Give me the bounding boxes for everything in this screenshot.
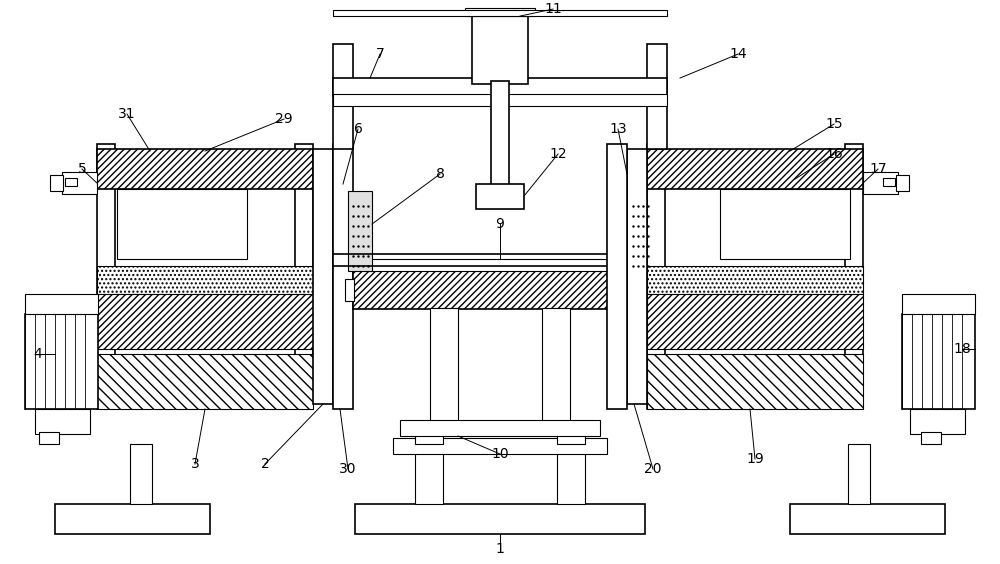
Bar bbox=[646, 279, 655, 301]
Bar bbox=[62, 172, 97, 194]
Bar bbox=[25, 294, 98, 314]
Bar bbox=[355, 504, 645, 534]
Bar bbox=[333, 144, 353, 409]
Text: 17: 17 bbox=[869, 162, 887, 176]
Text: 13: 13 bbox=[609, 122, 627, 136]
Text: 11: 11 bbox=[544, 2, 562, 16]
Bar bbox=[97, 266, 313, 294]
Bar bbox=[647, 144, 665, 409]
Bar bbox=[628, 191, 652, 271]
Bar bbox=[97, 294, 313, 349]
Bar bbox=[430, 308, 458, 426]
Bar bbox=[465, 8, 535, 16]
Bar bbox=[345, 279, 354, 301]
Bar bbox=[39, 432, 59, 444]
Bar bbox=[65, 178, 77, 186]
Text: 15: 15 bbox=[825, 117, 843, 131]
Bar bbox=[97, 354, 313, 409]
Bar bbox=[647, 44, 667, 149]
Bar bbox=[55, 504, 210, 534]
Text: 10: 10 bbox=[491, 447, 509, 461]
Text: 18: 18 bbox=[953, 342, 971, 356]
Text: 3: 3 bbox=[191, 457, 199, 471]
Text: 12: 12 bbox=[549, 147, 567, 161]
Text: 5: 5 bbox=[78, 162, 86, 176]
Bar bbox=[333, 10, 667, 16]
Bar bbox=[333, 44, 353, 149]
Text: 29: 29 bbox=[275, 112, 293, 126]
Bar bbox=[415, 426, 443, 444]
Bar bbox=[790, 504, 945, 534]
Text: 30: 30 bbox=[339, 462, 357, 476]
Bar bbox=[97, 144, 115, 409]
Bar bbox=[130, 444, 152, 504]
Bar bbox=[902, 314, 975, 409]
Bar bbox=[647, 354, 863, 409]
Bar bbox=[35, 409, 90, 434]
Bar bbox=[720, 189, 850, 259]
Bar bbox=[896, 175, 909, 191]
Bar bbox=[25, 314, 98, 409]
Bar bbox=[491, 81, 509, 186]
Bar bbox=[848, 444, 870, 504]
Text: 1: 1 bbox=[496, 542, 504, 556]
Text: 2: 2 bbox=[261, 457, 269, 471]
Bar bbox=[627, 149, 647, 404]
Text: 8: 8 bbox=[436, 167, 444, 181]
Bar bbox=[348, 191, 372, 271]
Bar bbox=[472, 14, 528, 84]
Text: 31: 31 bbox=[118, 107, 136, 121]
Bar bbox=[902, 294, 975, 314]
Text: 6: 6 bbox=[354, 122, 362, 136]
Bar bbox=[542, 308, 570, 426]
Bar bbox=[333, 78, 667, 96]
Text: 16: 16 bbox=[825, 147, 843, 161]
Text: 9: 9 bbox=[496, 217, 504, 231]
Bar bbox=[557, 426, 585, 444]
Bar bbox=[97, 149, 313, 189]
Text: 19: 19 bbox=[746, 452, 764, 466]
Text: 20: 20 bbox=[644, 462, 662, 476]
Bar bbox=[607, 144, 627, 409]
Bar bbox=[647, 266, 863, 294]
Bar bbox=[910, 409, 965, 434]
Bar bbox=[476, 184, 524, 209]
Bar bbox=[50, 175, 63, 191]
Bar bbox=[883, 178, 895, 186]
Bar bbox=[333, 94, 667, 106]
Bar bbox=[415, 444, 443, 504]
Bar bbox=[647, 294, 863, 349]
Bar bbox=[647, 149, 863, 189]
Bar bbox=[393, 438, 607, 454]
Text: 7: 7 bbox=[376, 47, 384, 61]
Bar bbox=[367, 259, 633, 271]
Text: 4: 4 bbox=[34, 347, 42, 361]
Bar bbox=[400, 420, 600, 436]
Bar bbox=[845, 144, 863, 409]
Bar bbox=[117, 189, 247, 259]
Bar bbox=[353, 271, 647, 309]
Bar bbox=[921, 432, 941, 444]
Bar bbox=[295, 144, 313, 409]
Bar bbox=[557, 444, 585, 504]
Bar bbox=[863, 172, 898, 194]
Text: 14: 14 bbox=[729, 47, 747, 61]
Bar bbox=[313, 149, 333, 404]
